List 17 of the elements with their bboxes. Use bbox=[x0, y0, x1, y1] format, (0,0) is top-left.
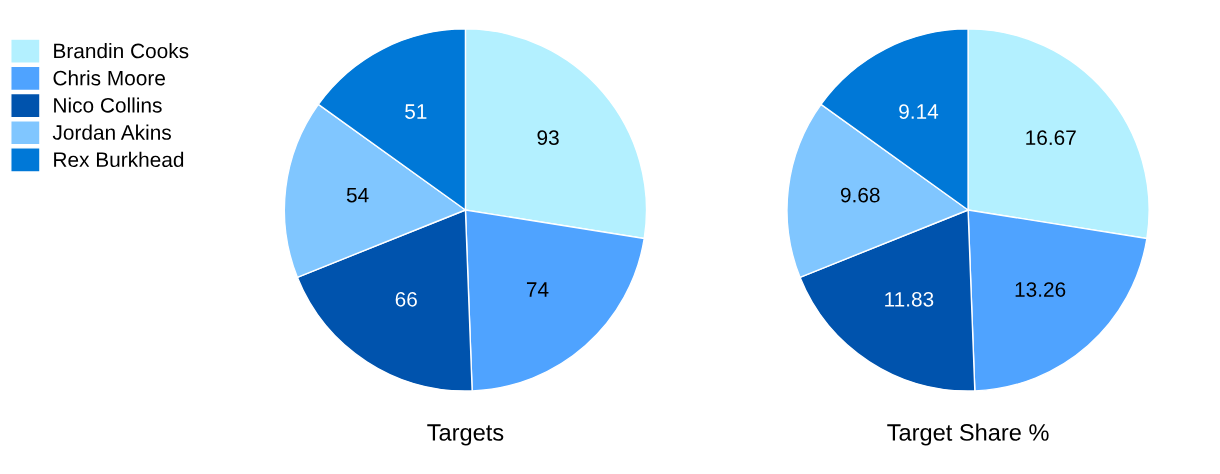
legend-label: Jordan Akins bbox=[52, 124, 171, 140]
data-label: 74 bbox=[526, 282, 549, 297]
data-label: 9.68 bbox=[840, 187, 880, 203]
data-label: 54 bbox=[346, 187, 369, 203]
text: Targets bbox=[427, 424, 504, 446]
legend-label: Brandin Cooks bbox=[54, 43, 189, 59]
text: Target Share % bbox=[887, 423, 1049, 446]
data-label: 51 bbox=[405, 104, 427, 119]
legend-label: Nico Collins bbox=[54, 97, 162, 113]
data-label: 16.67 bbox=[1026, 130, 1076, 146]
legend-label: Rex Burkhead bbox=[54, 151, 184, 168]
data-label: 11.83 bbox=[885, 291, 934, 307]
data-label: 9.14 bbox=[899, 104, 939, 119]
data-label: 66 bbox=[395, 291, 417, 307]
legend-label: Chris Moore bbox=[53, 70, 165, 86]
data-label: 93 bbox=[537, 130, 559, 146]
data-label: 13.26 bbox=[1015, 282, 1066, 297]
